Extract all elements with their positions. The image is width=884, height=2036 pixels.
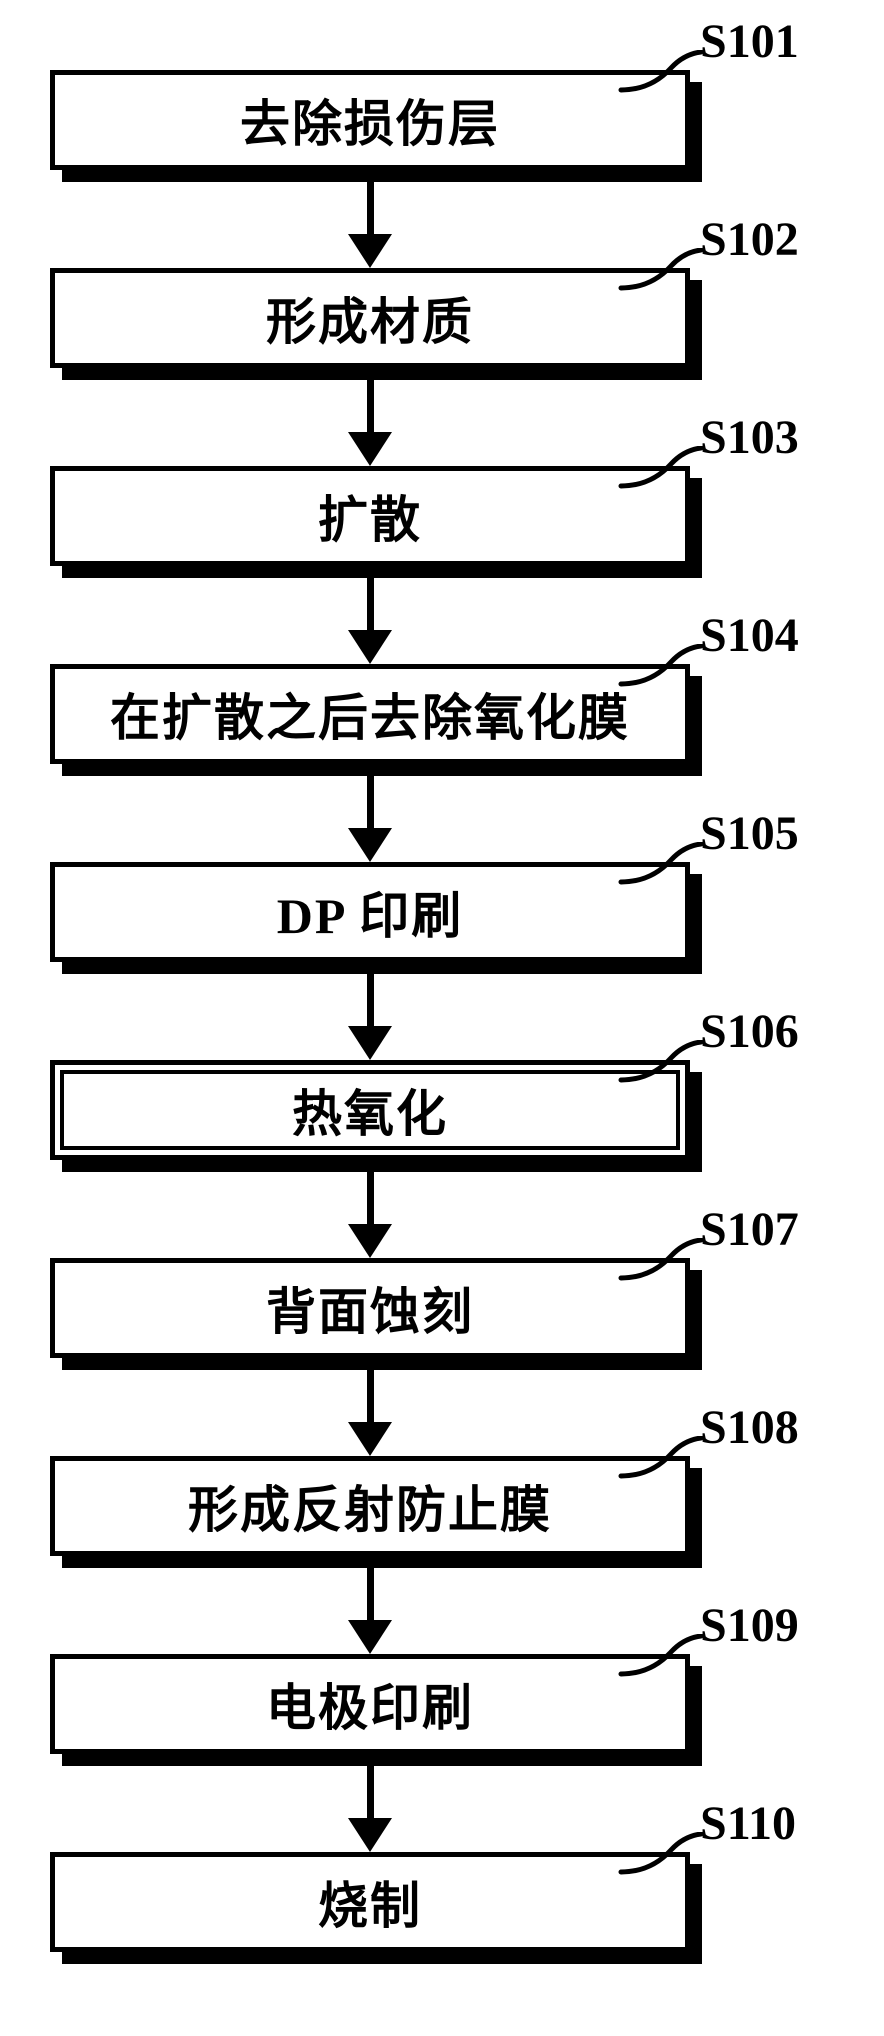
arrow-shaft	[367, 1766, 374, 1818]
step-id-label: S102	[700, 212, 799, 267]
step-label: 扩散	[318, 480, 422, 552]
flow-arrow	[348, 1370, 392, 1456]
flow-arrow	[348, 380, 392, 466]
step-box: 去除损伤层	[50, 70, 690, 170]
step-leader-tick	[616, 1238, 706, 1288]
flow-arrow	[348, 776, 392, 862]
step-label: 电极印刷	[266, 1668, 474, 1740]
step-label: 烧制	[318, 1866, 422, 1938]
step-box: 形成材质	[50, 268, 690, 368]
step-leader-tick	[616, 644, 706, 694]
arrow-head-icon	[348, 1818, 392, 1852]
step-label: 形成材质	[266, 282, 474, 354]
step-id-label: S106	[700, 1004, 799, 1059]
step-box: 在扩散之后去除氧化膜	[50, 664, 690, 764]
arrow-head-icon	[348, 1422, 392, 1456]
arrow-shaft	[367, 578, 374, 630]
step-leader-tick	[616, 1634, 706, 1684]
arrow-shaft	[367, 182, 374, 234]
step-leader-tick	[616, 1040, 706, 1090]
arrow-head-icon	[348, 1224, 392, 1258]
step-label: 在扩散之后去除氧化膜	[110, 678, 630, 750]
arrow-head-icon	[348, 828, 392, 862]
step-box: 形成反射防止膜	[50, 1456, 690, 1556]
flow-arrow	[348, 1766, 392, 1852]
step-label: 背面蚀刻	[266, 1272, 474, 1344]
arrow-head-icon	[348, 1026, 392, 1060]
flow-arrow	[348, 1568, 392, 1654]
step-leader-tick	[616, 1832, 706, 1882]
flow-arrow	[348, 1172, 392, 1258]
step-label: 形成反射防止膜	[188, 1470, 552, 1542]
step-id-label: S108	[700, 1400, 799, 1455]
step-box: 烧制	[50, 1852, 690, 1952]
step-leader-tick	[616, 248, 706, 298]
step-label: DP 印刷	[277, 876, 463, 948]
step-id-label: S105	[700, 806, 799, 861]
flowchart-canvas: 去除损伤层 S101 形成材质 S102 扩散 S103 在扩散之后去除氧化膜 S104 DP …	[0, 0, 884, 2036]
step-box: DP 印刷	[50, 862, 690, 962]
flow-arrow	[348, 578, 392, 664]
step-id-label: S103	[700, 410, 799, 465]
arrow-shaft	[367, 974, 374, 1026]
arrow-shaft	[367, 776, 374, 828]
step-id-label: S101	[700, 14, 799, 69]
step-id-label: S104	[700, 608, 799, 663]
step-leader-tick	[616, 446, 706, 496]
arrow-shaft	[367, 1172, 374, 1224]
arrow-head-icon	[348, 234, 392, 268]
step-box: 扩散	[50, 466, 690, 566]
arrow-shaft	[367, 1370, 374, 1422]
step-inner-border	[60, 1070, 680, 1150]
arrow-head-icon	[348, 630, 392, 664]
arrow-head-icon	[348, 1620, 392, 1654]
flow-arrow	[348, 182, 392, 268]
arrow-shaft	[367, 1568, 374, 1620]
step-leader-tick	[616, 1436, 706, 1486]
step-id-label: S109	[700, 1598, 799, 1653]
step-box: 电极印刷	[50, 1654, 690, 1754]
step-label: 去除损伤层	[240, 84, 500, 156]
step-box: 背面蚀刻	[50, 1258, 690, 1358]
flow-arrow	[348, 974, 392, 1060]
arrow-head-icon	[348, 432, 392, 466]
step-leader-tick	[616, 842, 706, 892]
step-id-label: S107	[700, 1202, 799, 1257]
step-leader-tick	[616, 50, 706, 100]
arrow-shaft	[367, 380, 374, 432]
step-id-label: S110	[700, 1796, 796, 1851]
